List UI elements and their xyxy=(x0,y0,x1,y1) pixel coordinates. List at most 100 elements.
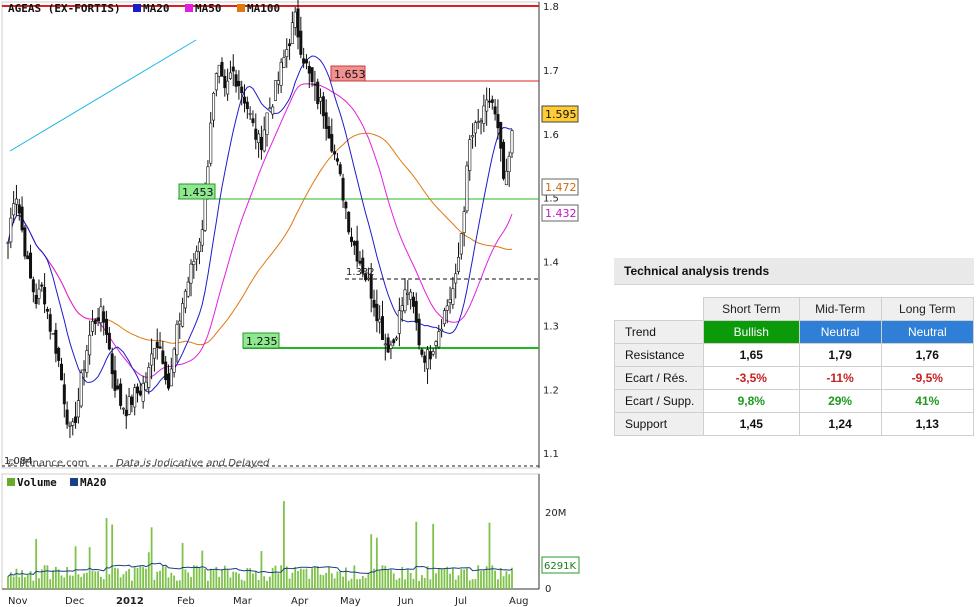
volume-bar xyxy=(15,568,18,589)
volume-bar xyxy=(302,569,305,589)
volume-bar xyxy=(404,579,406,589)
volume-bar xyxy=(74,546,77,589)
volume-bar xyxy=(449,573,451,589)
volume-tick-0: 0 xyxy=(545,584,551,595)
volume-bar xyxy=(429,579,432,589)
time-axis: Nov Dec 2012 Feb Mar Apr May Jun Jul Aug xyxy=(8,596,529,607)
volume-bar xyxy=(485,566,488,589)
candle xyxy=(43,273,47,314)
volume-bar xyxy=(398,578,401,589)
volume-bar xyxy=(136,567,139,589)
volume-bar xyxy=(423,577,426,589)
volume-bar xyxy=(480,571,482,589)
candle xyxy=(448,286,452,314)
candle xyxy=(214,72,218,97)
support-label: Support xyxy=(614,412,704,436)
candle xyxy=(273,80,277,101)
volume-bar xyxy=(288,578,291,589)
candle xyxy=(352,240,356,255)
volume-bar xyxy=(114,567,116,589)
volume-bar xyxy=(108,574,111,589)
candle xyxy=(245,96,249,119)
volume-bar xyxy=(283,501,285,589)
price-tick-7: 1.1 xyxy=(543,449,559,460)
time-tick-0: Nov xyxy=(8,596,28,607)
volume-bar xyxy=(167,577,170,589)
candle xyxy=(226,68,230,101)
volume-bar xyxy=(35,538,38,589)
time-tick-3: Feb xyxy=(177,596,195,607)
candle xyxy=(240,80,244,106)
volume-bar xyxy=(418,580,420,589)
resistance-tag: 1.653 xyxy=(334,68,366,81)
candle xyxy=(175,320,179,363)
volume-bar xyxy=(111,524,114,589)
candle xyxy=(324,99,328,141)
time-tick-7: Jun xyxy=(397,596,414,607)
volume-bar xyxy=(40,569,43,589)
volume-bar xyxy=(370,534,373,589)
last-price-tag-bg xyxy=(541,105,579,123)
volume-bar xyxy=(26,575,29,589)
volume-legend: Volume xyxy=(17,476,57,489)
candle xyxy=(321,91,325,129)
candle xyxy=(262,116,266,153)
volume-bar xyxy=(237,573,240,589)
volume-bar xyxy=(57,569,60,589)
ma100-tag-bg xyxy=(541,178,579,196)
candle xyxy=(150,338,154,380)
volume-bar xyxy=(466,568,468,589)
volume-bar xyxy=(263,576,266,589)
candle xyxy=(85,344,89,378)
volume-bar xyxy=(387,569,390,589)
candle xyxy=(395,335,399,341)
volume-bar xyxy=(420,575,423,589)
candle xyxy=(302,47,306,69)
candle xyxy=(45,306,49,320)
volume-bar xyxy=(116,568,119,589)
ecart-res-short: -3,5% xyxy=(703,366,800,390)
candle xyxy=(400,297,404,322)
delay-notice: Data is Indicative and Delayed xyxy=(116,458,270,469)
resistance-long: 1,76 xyxy=(880,343,975,367)
candle xyxy=(217,64,221,84)
volume-last-tag: 6291K xyxy=(544,561,576,572)
candle xyxy=(310,67,314,87)
volume-bar xyxy=(164,566,167,589)
volume-bar xyxy=(333,578,336,589)
candle xyxy=(259,125,263,160)
support-tag-2-bg xyxy=(242,332,280,349)
ma20-legend: MA20 xyxy=(143,2,170,15)
candle xyxy=(437,324,441,349)
volume-bar xyxy=(119,577,122,589)
volume-bar xyxy=(353,565,356,589)
ecart-res-row: Ecart / Rés. -3,5% -11% -9,5% xyxy=(614,366,975,390)
candle xyxy=(31,276,35,303)
candle xyxy=(279,58,283,94)
candle xyxy=(482,94,486,133)
volume-bar xyxy=(46,565,49,589)
volume-bar xyxy=(23,577,26,589)
volume-bar xyxy=(435,573,437,589)
candle xyxy=(124,394,128,429)
support-long: 1,13 xyxy=(880,412,975,436)
volume-bar xyxy=(277,573,280,589)
candle xyxy=(476,109,480,130)
candle xyxy=(99,297,103,332)
volume-bar xyxy=(260,551,263,589)
candle xyxy=(307,61,311,88)
volume-tick-20m: 20M xyxy=(545,508,566,519)
volume-bar xyxy=(32,580,35,589)
volume-panel xyxy=(1,473,540,590)
volume-bar xyxy=(316,566,319,589)
volume-bar xyxy=(130,580,133,589)
candle xyxy=(355,225,359,268)
price-tick-4: 1.4 xyxy=(543,258,559,269)
candle xyxy=(403,278,407,314)
candle xyxy=(299,16,303,59)
volume-bar xyxy=(176,580,178,589)
volume-bar xyxy=(359,579,361,589)
candle xyxy=(389,340,393,360)
watermark: © ilFinance.com xyxy=(6,458,88,469)
ma20-line xyxy=(7,55,513,393)
